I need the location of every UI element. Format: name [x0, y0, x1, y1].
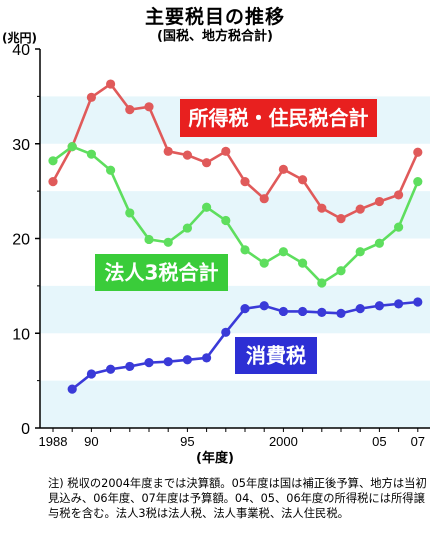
data-point — [394, 299, 404, 309]
y-tick-label: 0 — [21, 421, 30, 438]
data-point — [394, 222, 404, 232]
data-point — [336, 214, 346, 224]
y-tick-label: 40 — [12, 42, 30, 59]
data-point — [48, 177, 58, 187]
series-label-box — [235, 337, 317, 374]
data-point — [125, 105, 135, 115]
data-point — [278, 306, 288, 317]
data-point — [259, 194, 269, 204]
data-point — [202, 353, 212, 363]
data-point — [106, 364, 116, 374]
x-axis-label: (年度) — [196, 451, 234, 466]
data-point — [86, 369, 96, 379]
footnote: 注) 税収の2004年度までは決算額。05年度は国は補正後予算、地方は当初見込み… — [48, 477, 427, 520]
data-point — [336, 266, 346, 276]
x-tick-label: 90 — [84, 434, 98, 449]
x-tick-label: 2000 — [269, 434, 298, 449]
series-label: 所得税・住民税合計 — [189, 106, 369, 130]
data-point — [259, 301, 269, 311]
data-point — [374, 196, 384, 207]
data-point — [106, 165, 116, 175]
chart-title: 主要税目の推移 — [144, 6, 285, 28]
series-label: 法人3税合計 — [105, 261, 219, 285]
data-point — [240, 245, 250, 255]
data-point — [221, 215, 231, 226]
grid-band — [40, 380, 430, 428]
data-point — [202, 158, 212, 168]
data-point — [182, 150, 192, 160]
y-tick-label: 10 — [12, 326, 30, 343]
series-label-box — [95, 254, 228, 291]
data-point — [317, 307, 327, 318]
data-point — [317, 203, 327, 213]
data-point — [336, 308, 346, 318]
data-point — [317, 278, 327, 288]
data-point — [163, 146, 173, 156]
data-point — [394, 190, 404, 200]
y-axis-unit-label: (兆円) — [2, 31, 37, 45]
data-point — [298, 175, 308, 185]
data-point — [240, 177, 250, 187]
series-label-box — [180, 99, 377, 137]
data-point — [163, 237, 173, 247]
data-point — [355, 304, 365, 314]
data-point — [182, 355, 192, 365]
x-tick-label: 1988 — [39, 434, 68, 449]
data-point — [355, 204, 365, 214]
x-tick-label: 95 — [180, 434, 194, 449]
data-point — [144, 358, 154, 368]
data-point — [355, 247, 365, 257]
grid-band — [40, 191, 430, 239]
data-point — [86, 149, 96, 159]
chart-subtitle: (国税、地方税合計) — [157, 29, 273, 44]
data-point — [67, 141, 77, 152]
x-tick-label: 07 — [411, 434, 425, 449]
y-tick-label: 20 — [12, 232, 30, 249]
data-point — [221, 146, 231, 156]
data-point — [374, 301, 384, 311]
data-point — [259, 258, 269, 268]
y-tick-label: 30 — [12, 137, 30, 154]
data-point — [67, 384, 77, 394]
data-point — [298, 306, 308, 317]
data-point — [413, 147, 423, 157]
data-point — [106, 79, 116, 89]
data-point — [86, 92, 96, 102]
data-point — [221, 327, 231, 337]
data-point — [202, 202, 212, 212]
data-point — [240, 304, 250, 314]
data-point — [125, 208, 135, 218]
data-point — [278, 164, 288, 174]
grid-band — [40, 285, 430, 334]
data-point — [413, 177, 423, 187]
data-point — [413, 297, 423, 307]
line-chart: 0 10 20 30 40 1988 90 95 2000 05 07 所得税・住民税合計法人3税合計… — [12, 42, 430, 449]
data-point — [144, 234, 154, 245]
data-point — [163, 357, 173, 367]
data-point — [182, 223, 192, 233]
data-point — [48, 156, 58, 166]
data-point — [125, 361, 135, 372]
series-label: 消費税 — [246, 344, 306, 368]
data-point — [144, 102, 154, 112]
data-point — [298, 258, 308, 268]
data-point — [278, 247, 288, 257]
x-tick-label: 05 — [372, 434, 386, 449]
data-point — [374, 238, 384, 248]
